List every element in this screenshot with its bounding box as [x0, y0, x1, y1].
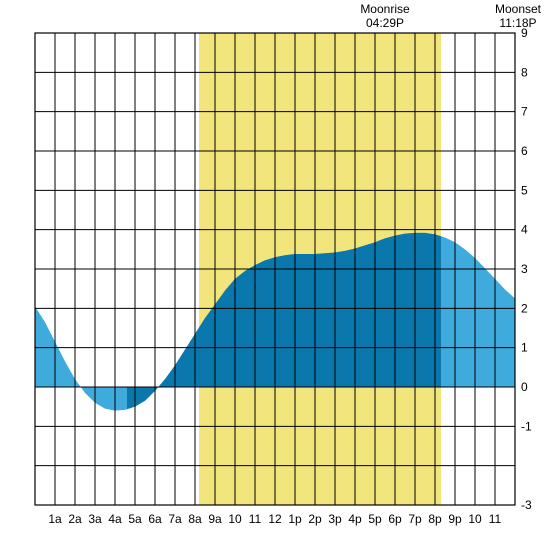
svg-text:6a: 6a [148, 512, 162, 526]
svg-text:2p: 2p [308, 512, 322, 526]
svg-text:8a: 8a [188, 512, 202, 526]
svg-text:10: 10 [228, 512, 242, 526]
svg-text:9p: 9p [448, 512, 462, 526]
svg-text:-1: -1 [521, 419, 532, 433]
svg-text:1: 1 [521, 341, 528, 355]
svg-text:5: 5 [521, 183, 528, 197]
svg-text:11: 11 [489, 512, 502, 526]
svg-text:4: 4 [521, 223, 528, 237]
moonset-title: Moonset [483, 2, 550, 16]
svg-text:6: 6 [521, 144, 528, 158]
svg-text:2: 2 [521, 301, 528, 315]
svg-text:1a: 1a [48, 512, 62, 526]
svg-text:2a: 2a [68, 512, 82, 526]
chart-svg: -3-101234567891a2a3a4a5a6a7a8a9a1011121p… [0, 0, 550, 550]
svg-text:12: 12 [268, 512, 282, 526]
svg-text:10: 10 [468, 512, 482, 526]
svg-text:7a: 7a [168, 512, 182, 526]
svg-text:-3: -3 [521, 498, 532, 512]
moonset-label: Moonset 11:18P [483, 2, 550, 31]
svg-text:1p: 1p [288, 512, 302, 526]
svg-text:3p: 3p [328, 512, 342, 526]
svg-text:7p: 7p [408, 512, 422, 526]
svg-text:9a: 9a [208, 512, 222, 526]
svg-text:4a: 4a [108, 512, 122, 526]
svg-text:0: 0 [521, 380, 528, 394]
moonrise-time: 04:29P [350, 16, 420, 30]
tide-chart: Moonrise 04:29P Moonset 11:18P -3-101234… [0, 0, 550, 550]
moonrise-label: Moonrise 04:29P [350, 2, 420, 31]
svg-text:11: 11 [249, 512, 262, 526]
svg-text:3: 3 [521, 262, 528, 276]
moonset-time: 11:18P [483, 16, 550, 30]
svg-text:8: 8 [521, 65, 528, 79]
svg-text:4p: 4p [348, 512, 362, 526]
moonrise-title: Moonrise [350, 2, 420, 16]
svg-text:8p: 8p [428, 512, 442, 526]
svg-text:6p: 6p [388, 512, 402, 526]
svg-text:7: 7 [521, 105, 528, 119]
svg-text:3a: 3a [88, 512, 102, 526]
svg-text:5a: 5a [128, 512, 142, 526]
svg-text:5p: 5p [368, 512, 382, 526]
